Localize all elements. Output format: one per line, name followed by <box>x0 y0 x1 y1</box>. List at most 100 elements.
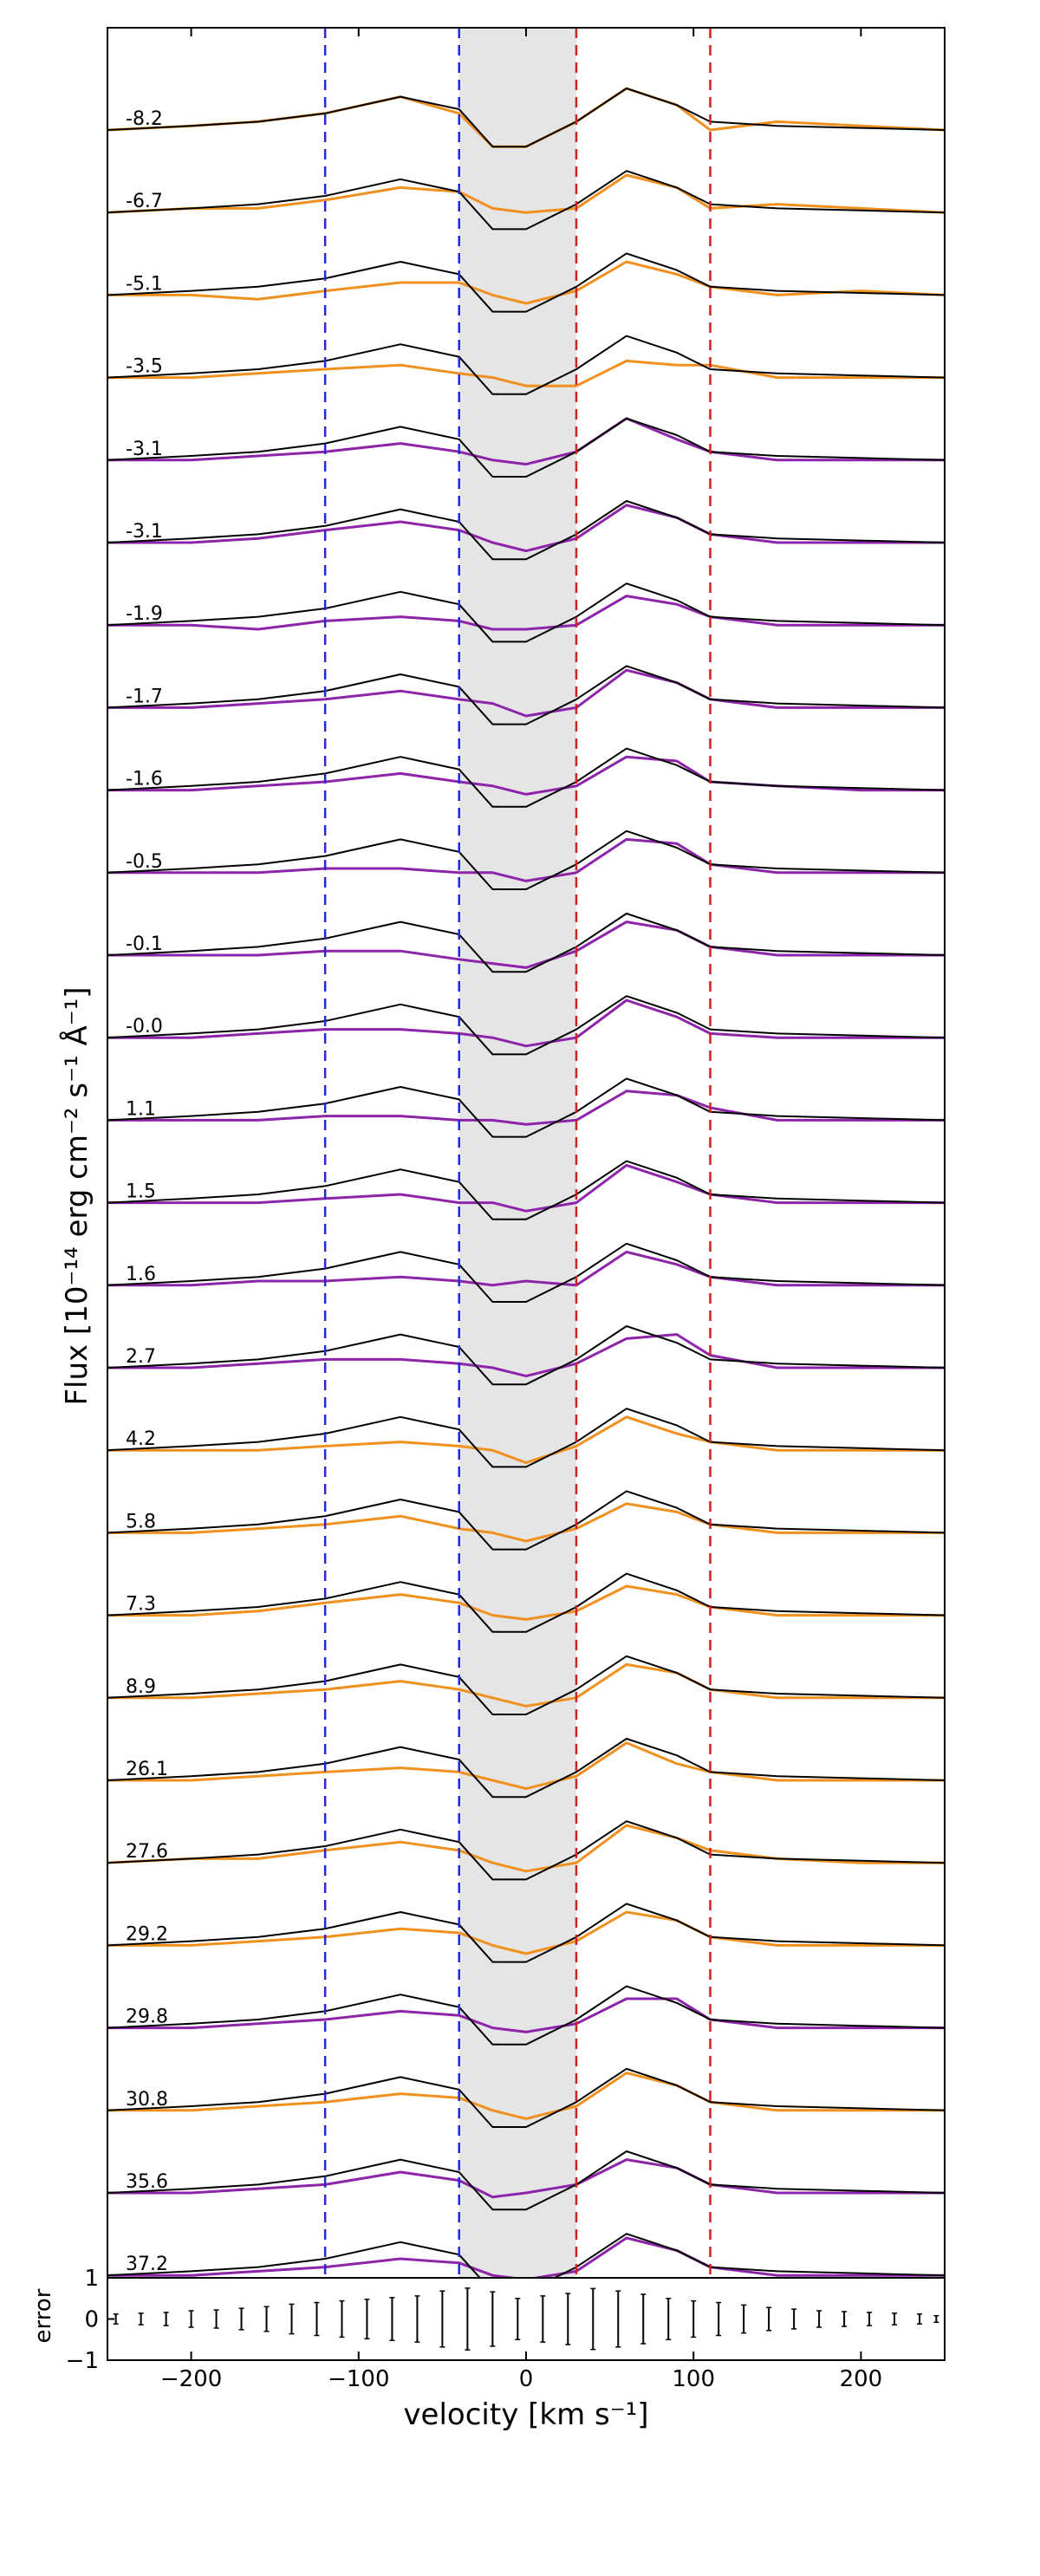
offset-label-18: 7.3 <box>126 1594 156 1616</box>
observed-profile-12 <box>107 1090 945 1126</box>
observed-profile-15 <box>107 1333 945 1378</box>
model-profile-17 <box>107 1490 945 1551</box>
error-ytick-label-1: 0 <box>84 2307 99 2333</box>
model-profile-19 <box>107 1655 945 1715</box>
model-profile-10 <box>107 913 945 973</box>
observed-profile-9 <box>107 837 945 882</box>
observed-profile-17 <box>107 1502 945 1543</box>
observed-profile-14 <box>107 1250 945 1287</box>
offset-label-5: -3.1 <box>126 521 163 543</box>
model-profile-9 <box>107 829 945 890</box>
model-profile-2 <box>107 252 945 313</box>
offset-label-22: 29.2 <box>126 1923 168 1945</box>
model-profile-5 <box>107 500 945 561</box>
offset-label-1: -6.7 <box>126 191 163 212</box>
offset-label-20: 26.1 <box>126 1759 168 1780</box>
model-profile-13 <box>107 1160 945 1220</box>
main-panel: -8.2 -6.7 -5.1 -3.5 -3.1 -3.1 -1.9 -1.7 -1.6 -0.5… <box>107 27 946 2279</box>
error-ytick-label-2: 1 <box>84 2266 99 2292</box>
observed-profile-11 <box>107 999 945 1048</box>
offset-label-23: 29.8 <box>126 2007 168 2028</box>
model-profile-0 <box>107 88 945 148</box>
model-profile-26 <box>107 2233 945 2278</box>
offset-label-25: 35.6 <box>126 2171 168 2193</box>
observed-profile-4 <box>107 417 945 466</box>
model-profile-15 <box>107 1325 945 1386</box>
offset-label-19: 8.9 <box>126 1676 156 1698</box>
offset-label-8: -1.6 <box>126 769 163 790</box>
x-axis: −200 −100 0 100 200 <box>160 28 882 2392</box>
offset-label-11: -0.0 <box>126 1016 163 1038</box>
observed-profile-16 <box>107 1415 945 1465</box>
model-profile-24 <box>107 2067 945 2128</box>
absorption-shaded-region <box>458 28 576 2278</box>
model-profile-11 <box>107 995 945 1056</box>
model-profile-6 <box>107 582 945 643</box>
observed-profile-7 <box>107 668 945 718</box>
observed-profile-1 <box>107 173 945 214</box>
model-profile-16 <box>107 1408 945 1468</box>
offset-label-14: 1.6 <box>126 1264 156 1285</box>
model-profile-23 <box>107 1985 945 2046</box>
error-axis-label: error <box>30 2288 56 2343</box>
model-profile-25 <box>107 2150 945 2211</box>
observed-profile-18 <box>107 1584 945 1621</box>
offset-label-4: -3.1 <box>126 439 163 460</box>
model-profile-3 <box>107 335 945 395</box>
observed-profile-10 <box>107 920 945 969</box>
offset-label-17: 5.8 <box>126 1511 156 1532</box>
offset-label-3: -3.5 <box>126 356 163 378</box>
observed-profile-19 <box>107 1662 945 1708</box>
observed-profile-6 <box>107 595 945 631</box>
series-group <box>107 87 945 2278</box>
model-profile-22 <box>107 1903 945 1963</box>
offset-label-12: 1.1 <box>126 1098 156 1120</box>
offset-label-26: 37.2 <box>126 2254 168 2275</box>
model-profile-7 <box>107 665 945 725</box>
xtick-label-1: −100 <box>328 2366 389 2392</box>
xtick-label-2: 0 <box>519 2366 534 2392</box>
observed-profile-3 <box>107 359 945 387</box>
observed-profile-25 <box>107 2158 945 2199</box>
xtick-label-3: 100 <box>672 2366 715 2392</box>
offset-label-15: 2.7 <box>126 1346 156 1368</box>
observed-profile-5 <box>107 504 945 553</box>
observed-profile-21 <box>107 1824 945 1873</box>
offset-label-7: -1.7 <box>126 686 163 707</box>
model-profile-8 <box>107 747 945 808</box>
offset-label-16: 4.2 <box>126 1428 156 1450</box>
offset-label-21: 27.6 <box>126 1841 168 1863</box>
xtick-label-4: 200 <box>840 2366 883 2392</box>
offset-label-9: -0.5 <box>126 851 163 873</box>
observed-profile-22 <box>107 1910 945 1955</box>
model-profile-21 <box>107 1820 945 1881</box>
observed-profile-20 <box>107 1741 945 1791</box>
offset-label-2: -5.1 <box>126 273 163 295</box>
x-axis-label: velocity [km s⁻¹] <box>403 2397 648 2432</box>
error-ytick-label-0: −1 <box>66 2348 99 2374</box>
observed-profile-24 <box>107 2072 945 2120</box>
xtick-label-0: −200 <box>160 2366 222 2392</box>
observed-profile-26 <box>107 2236 945 2278</box>
error-y-ticks: −1 0 1 <box>66 2266 114 2374</box>
model-profile-14 <box>107 1242 945 1303</box>
observed-profile-23 <box>107 1997 945 2033</box>
offset-label-10: -0.1 <box>126 933 163 955</box>
dashed-reference-lines <box>323 28 712 2278</box>
offset-labels: -8.2 -6.7 -5.1 -3.5 -3.1 -3.1 -1.9 -1.7 -1.6 -0.5… <box>126 108 168 2275</box>
observed-profile-2 <box>107 260 945 305</box>
offset-label-6: -1.9 <box>126 603 163 625</box>
model-profile-4 <box>107 417 945 478</box>
offset-label-13: 1.5 <box>126 1181 156 1203</box>
model-profile-12 <box>107 1077 945 1138</box>
observed-profile-13 <box>107 1163 945 1213</box>
model-profile-20 <box>107 1738 945 1799</box>
error-bars <box>113 2287 939 2351</box>
offset-label-24: 30.8 <box>126 2089 168 2111</box>
model-profile-18 <box>107 1572 945 1633</box>
error-panel: −1 0 1 <box>66 2266 946 2374</box>
model-profile-1 <box>107 170 945 231</box>
offset-label-0: -8.2 <box>126 108 163 130</box>
y-axis-label: Flux [10⁻¹⁴ erg cm⁻² s⁻¹ Å⁻¹] <box>59 986 94 1405</box>
